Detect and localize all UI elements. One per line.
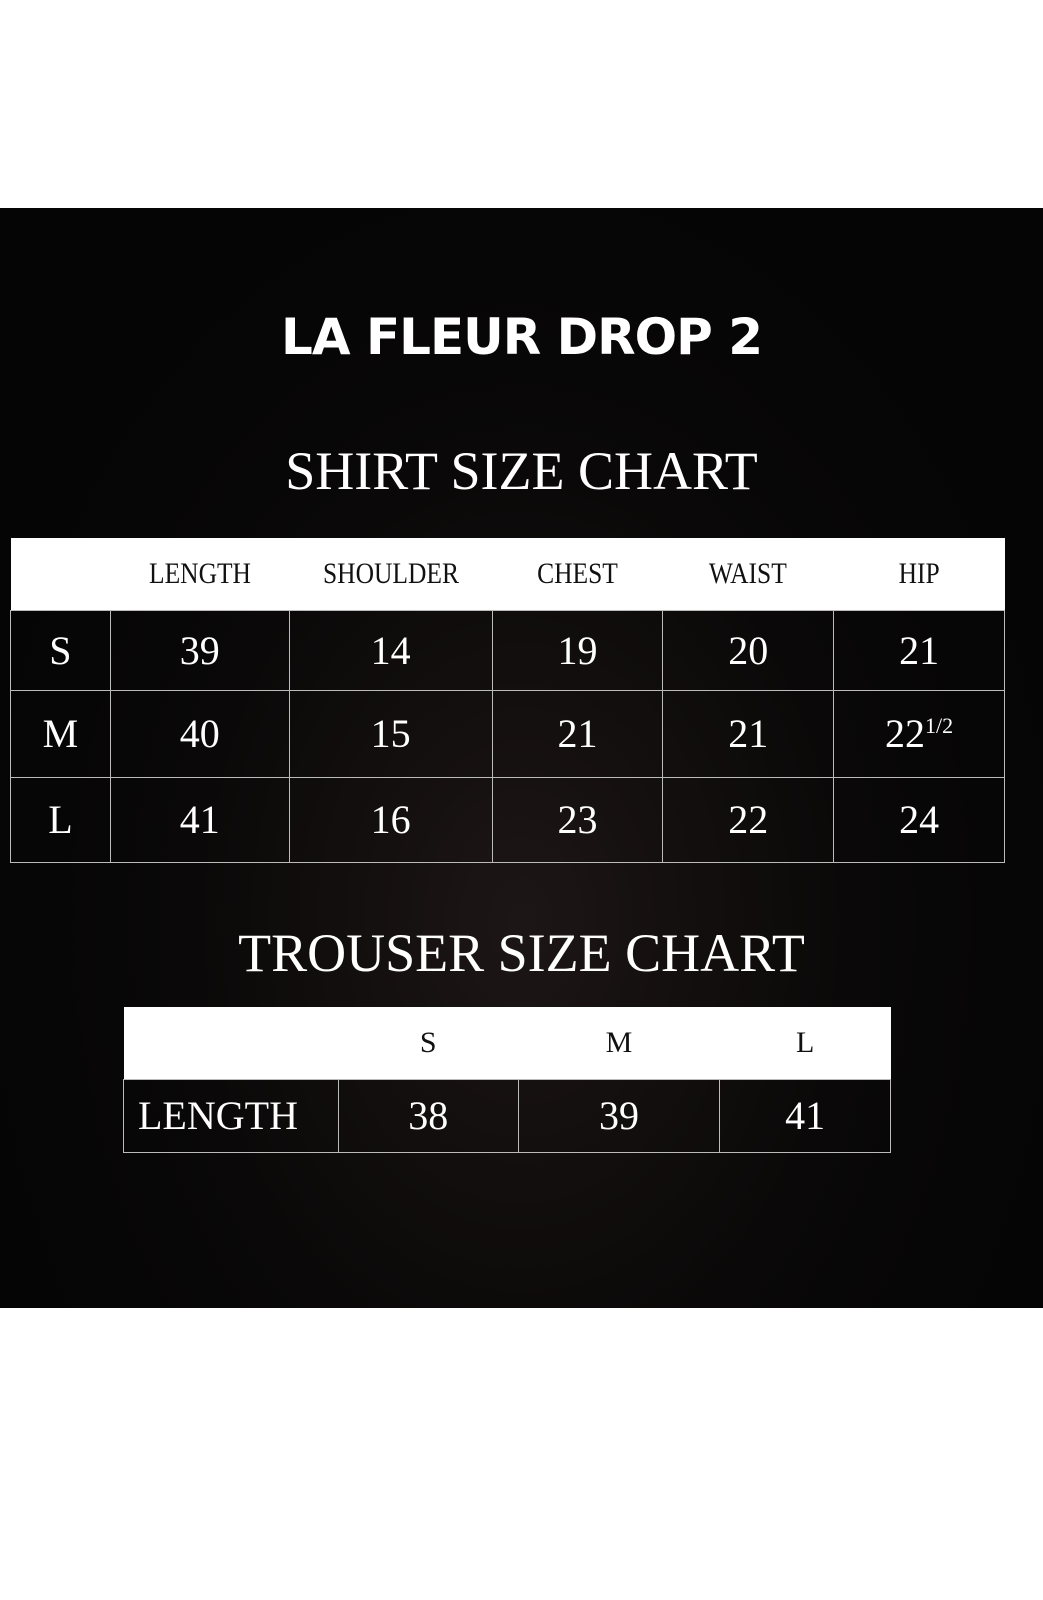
cell: 40 <box>109 689 290 778</box>
trouser-size-heading: TROUSER SIZE CHART <box>238 923 805 983</box>
table-header: LENGTH SHOULDER CHEST WAIST HIP <box>10 538 1005 610</box>
column-header: HIP <box>833 538 1005 610</box>
trouser-size-table: S M L LENGTH 38 39 41 <box>123 1007 891 1153</box>
shirt-size-table: LENGTH SHOULDER CHEST WAIST HIP S 39 14 … <box>10 538 1005 863</box>
cell: 41 <box>109 776 290 863</box>
size-label: S <box>10 609 111 691</box>
column-header: LENGTH <box>110 538 290 610</box>
cell: 21 <box>662 689 835 778</box>
cell: 16 <box>288 776 493 863</box>
cell: 20 <box>662 609 835 691</box>
column-header <box>123 1007 339 1079</box>
table-header: S M L <box>123 1007 891 1079</box>
size-label: L <box>10 776 111 863</box>
table-row: S 39 14 19 20 21 <box>10 609 1005 691</box>
cell: 15 <box>288 689 493 778</box>
row-label: LENGTH <box>123 1078 339 1153</box>
cell: 21 <box>491 689 664 778</box>
cell: 38 <box>337 1078 519 1153</box>
cell: 221/2 <box>833 689 1005 778</box>
shirt-size-heading: SHIRT SIZE CHART <box>285 441 758 501</box>
cell: 14 <box>288 609 493 691</box>
column-header: WAIST <box>662 538 834 610</box>
page-title: LA FLEUR DROP 2 <box>281 308 763 366</box>
cell: 24 <box>833 776 1005 863</box>
cell: 19 <box>491 609 664 691</box>
column-header: M <box>518 1007 720 1079</box>
column-header: SHOULDER <box>289 538 493 610</box>
table-row: L 41 16 23 22 24 <box>10 776 1005 863</box>
column-header: S <box>338 1007 519 1079</box>
column-header: CHEST <box>492 538 663 610</box>
fraction: 1/2 <box>925 713 954 738</box>
column-header <box>10 538 111 610</box>
cell: 23 <box>491 776 664 863</box>
cell: 21 <box>833 609 1005 691</box>
table-row: LENGTH 38 39 41 <box>123 1078 891 1153</box>
table-row: M 40 15 21 21 221/2 <box>10 689 1005 778</box>
size-label: M <box>10 689 111 778</box>
cell: 39 <box>109 609 290 691</box>
cell: 41 <box>719 1078 891 1153</box>
cell: 39 <box>517 1078 721 1153</box>
cell: 22 <box>662 776 835 863</box>
column-header: L <box>719 1007 891 1079</box>
